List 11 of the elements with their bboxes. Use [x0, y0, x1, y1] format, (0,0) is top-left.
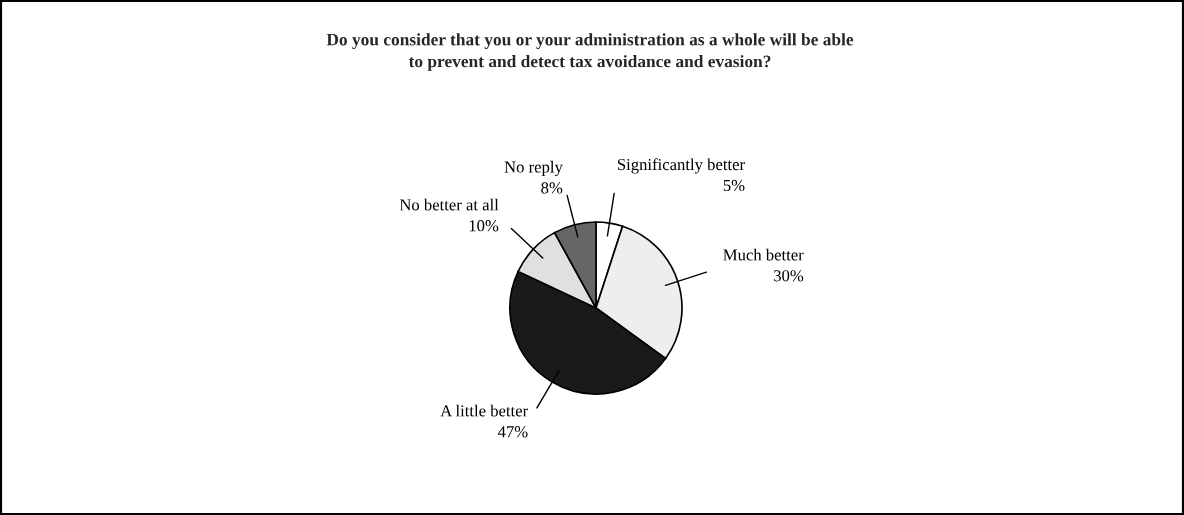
slice-label: Significantly better [617, 158, 745, 174]
slice-label: A little better [440, 404, 528, 417]
slice-label: No reply [504, 160, 563, 177]
slice-label: Much better [723, 248, 804, 261]
data-label: 30% [774, 270, 804, 282]
chart-title: Do you consider that you or your administration as a whole will be able to prevent and detect tax avoidance and evasion? [326, 33, 854, 71]
data-label: 8% [541, 182, 563, 194]
data-label: 47% [497, 426, 528, 438]
data-label: 10% [469, 220, 499, 232]
slice-label: No better at all [399, 198, 499, 211]
data-label: 5% [723, 179, 745, 192]
